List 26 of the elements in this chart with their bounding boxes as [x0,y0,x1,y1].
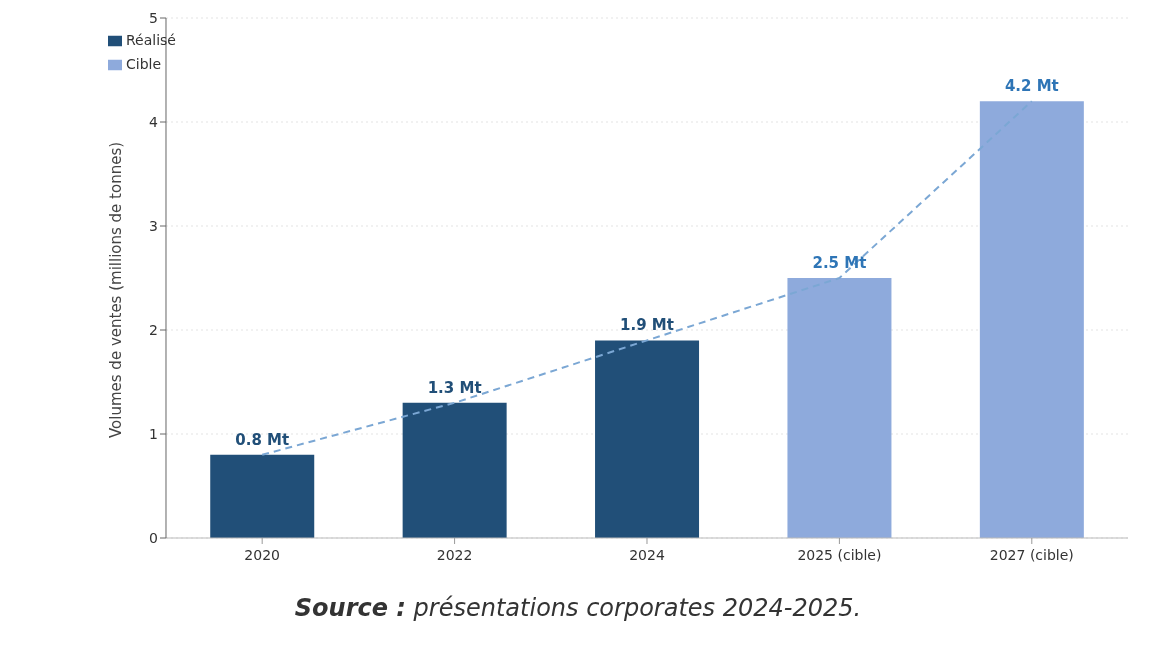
x-tick-label: 2024 [629,546,665,563]
data-label: 4.2 Mt [1004,77,1059,96]
y-tick-label: 2 [149,321,158,338]
bar [210,454,315,538]
bar [979,101,1084,538]
x-tick-label: 2025 (cible) [797,546,882,563]
legend-label: Cible [126,56,162,72]
line-series [261,100,1033,456]
y-tick-label: 5 [149,9,158,26]
x-tick-label: 2022 [436,546,473,563]
x-tick-label: 2020 [244,546,281,563]
legend-label: Réalisé [126,32,176,48]
bar [595,340,700,538]
bar [402,402,507,538]
data-label: 2.5 Mt [812,254,867,272]
data-label: 1.3 Mt [427,378,482,397]
data-label: 1.9 Mt [620,316,674,335]
x-tick-label: 2027 (cible) [989,546,1074,563]
y-tick-label: 0 [149,529,158,546]
data-label: 0.8 Mt [235,430,290,449]
y-tick-label: 4 [149,113,159,130]
bar [787,278,892,538]
y-tick-label: 3 [149,217,158,234]
y-tick-label: 1 [149,425,158,442]
y-axis-title: Volumes de ventes (millions de tonnes) [107,141,126,438]
source-note: Source : présentations corporates 2024-2025. [293,594,863,622]
